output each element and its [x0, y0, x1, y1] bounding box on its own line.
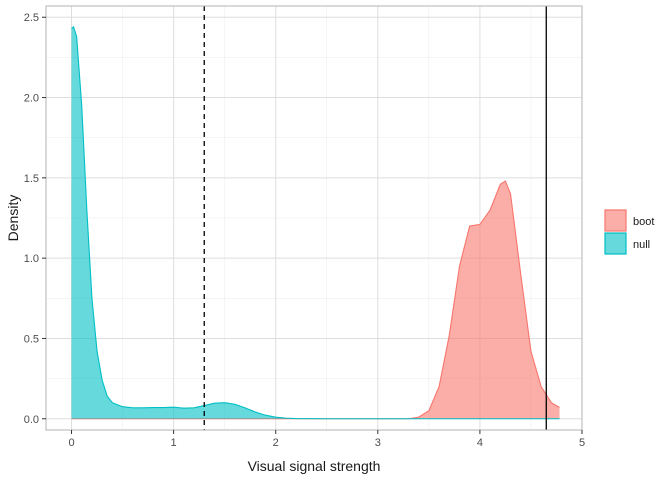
x-tick-label: 1 — [171, 437, 177, 449]
x-tick-label: 4 — [477, 437, 483, 449]
legend: boot null — [604, 209, 654, 255]
x-tick-label: 5 — [579, 437, 585, 449]
legend-key-null — [604, 232, 627, 255]
y-tick-labels: 0.0 0.5 1.0 1.5 2.0 2.5 — [24, 12, 39, 426]
y-tick-label: 2.5 — [24, 12, 39, 24]
axis-ticks — [42, 16, 583, 434]
y-tick-label: 1.0 — [24, 253, 39, 265]
density-series — [71, 25, 560, 420]
series-line-boot — [71, 180, 560, 420]
x-axis-title: Visual signal strength — [248, 458, 381, 474]
legend-key-boot — [604, 209, 627, 232]
x-tick-label: 2 — [273, 437, 279, 449]
y-tick-label: 0.5 — [24, 333, 39, 345]
x-tick-label: 3 — [375, 437, 381, 449]
series-line-null — [71, 25, 560, 420]
x-tick-label: 0 — [68, 437, 74, 449]
series-area-boot — [71, 181, 560, 419]
x-tick-labels: 0 1 2 3 4 5 — [68, 437, 585, 449]
legend-label-boot: boot — [633, 216, 654, 228]
y-axis-title: Density — [5, 195, 21, 242]
y-tick-label: 0.0 — [24, 414, 39, 426]
y-tick-label: 1.5 — [24, 173, 39, 185]
panel-border — [45, 5, 583, 431]
reference-lines — [203, 6, 547, 430]
legend-label-null: null — [633, 239, 650, 251]
y-tick-label: 2.0 — [24, 93, 39, 105]
